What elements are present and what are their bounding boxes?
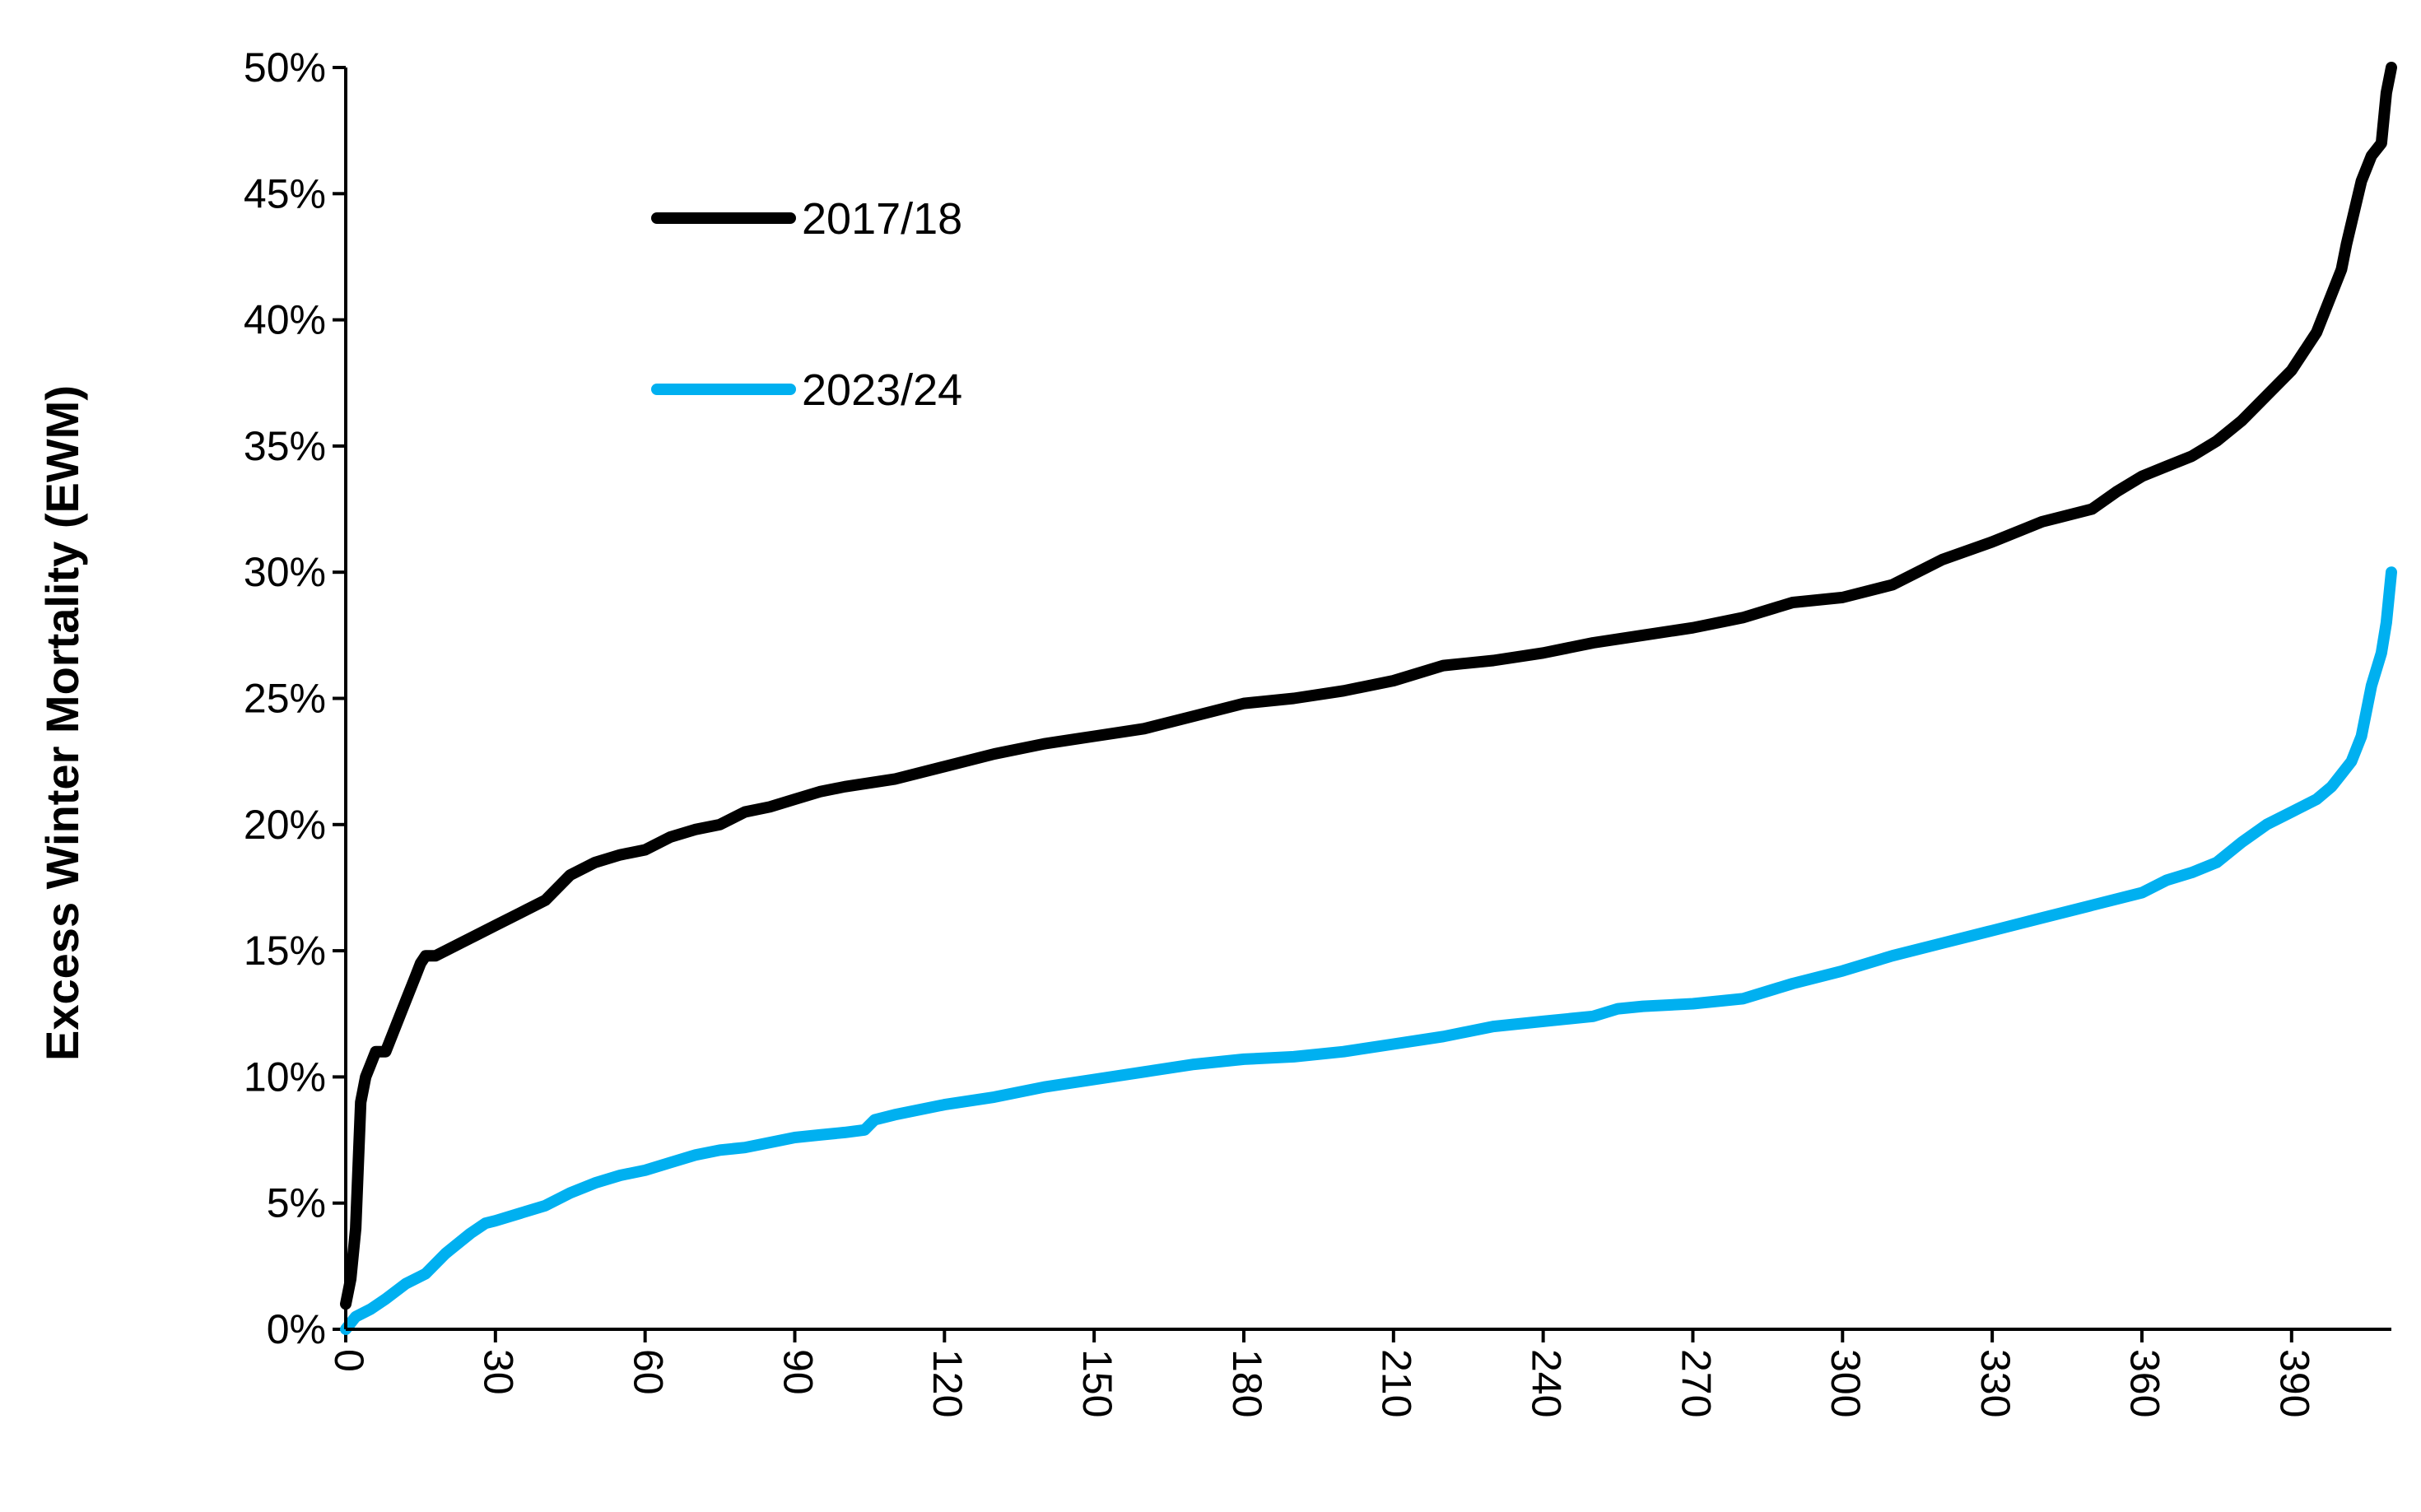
- series-line-2: [340, 566, 2397, 1335]
- y-tick-label: 50%: [244, 44, 326, 91]
- y-tick-label: 15%: [244, 928, 326, 974]
- x-tick-label: 30: [476, 1349, 522, 1395]
- series-line-1: [340, 62, 2397, 1310]
- x-tick-label: 210: [1374, 1349, 1420, 1417]
- x-tick-label: 360: [2122, 1349, 2168, 1417]
- x-tick-label: 240: [1523, 1349, 1569, 1417]
- y-tick-label: 0%: [267, 1306, 326, 1352]
- x-tick-label: 60: [625, 1349, 671, 1395]
- legend-label-2: 2023/24: [802, 365, 962, 415]
- x-tick-label: 150: [1074, 1349, 1120, 1417]
- y-tick-label: 40%: [244, 297, 326, 343]
- y-tick-label: 20%: [244, 802, 326, 848]
- x-tick-label: 390: [2272, 1349, 2318, 1417]
- y-tick-label: 30%: [244, 549, 326, 595]
- x-tick-label: 90: [775, 1349, 821, 1395]
- x-tick-label: 270: [1673, 1349, 1719, 1417]
- y-axis-ticks: 0% 5% 10% 15% 20% 25% 30% 35% 40% 45% 50%: [244, 44, 346, 1352]
- x-tick-label: 180: [1224, 1349, 1270, 1417]
- legend: 2017/18 2023/24: [651, 194, 962, 415]
- y-tick-label: 10%: [244, 1054, 326, 1100]
- y-tick-label: 35%: [244, 423, 326, 469]
- series-layer: [340, 62, 2397, 1335]
- x-tick-label: 330: [1972, 1349, 2018, 1417]
- y-axis-title: Excess Winter Mortality (EWM): [36, 385, 88, 1061]
- x-tick-label: 120: [924, 1349, 971, 1417]
- y-tick-label: 45%: [244, 170, 326, 216]
- x-axis-ticks: 0 30 60 90 120 150 180 210 240 270 300 330 360 390: [326, 1329, 2318, 1417]
- x-tick-label: 0: [326, 1349, 372, 1372]
- legend-label-1: 2017/18: [802, 194, 962, 244]
- y-axis-title-group: Excess Winter Mortality (EWM): [36, 385, 88, 1061]
- y-tick-label: 25%: [244, 676, 326, 722]
- x-tick-label: 300: [1823, 1349, 1869, 1417]
- y-tick-label: 5%: [267, 1180, 326, 1226]
